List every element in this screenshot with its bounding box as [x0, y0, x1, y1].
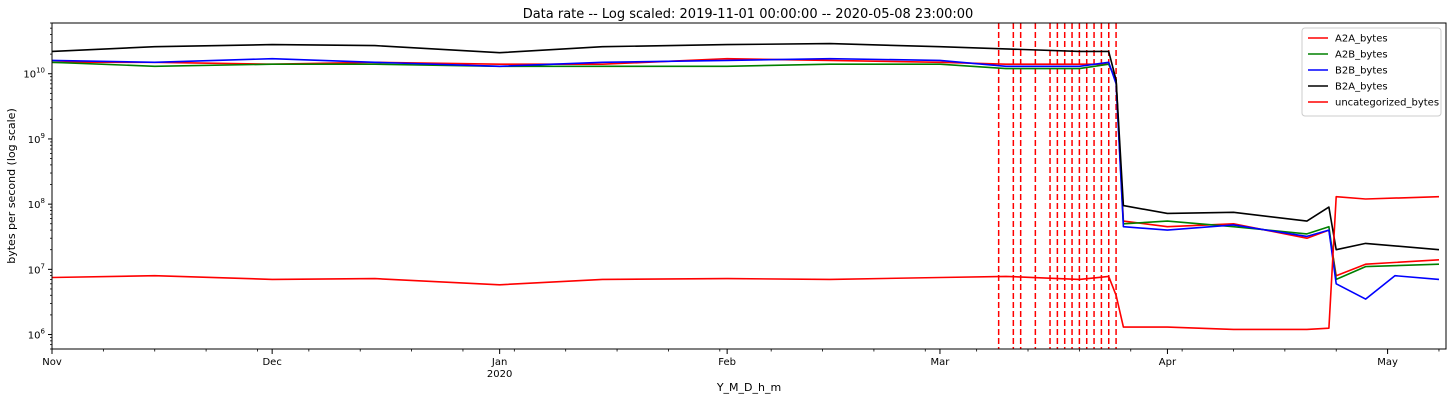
- x-tick-label: Dec: [262, 357, 281, 368]
- x-tick-sublabel: 2020: [487, 369, 512, 380]
- x-tick-label: Jan: [491, 357, 507, 368]
- x-tick-label: Nov: [42, 357, 62, 368]
- chart-title: Data rate -- Log scaled: 2019-11-01 00:0…: [523, 7, 974, 22]
- event-markers: [997, 23, 1117, 349]
- series-line-B2B_bytes: [51, 57, 1440, 300]
- legend: A2A_bytes A2B_bytes B2B_bytes B2A_bytesunca…: [1301, 27, 1442, 117]
- series-line-uncategorized_bytes: [51, 195, 1440, 331]
- y-axis-label: bytes per second (log scale): [5, 108, 18, 264]
- x-axis-label: Y_M_D_h_m: [716, 381, 781, 394]
- series-line-A2B_bytes: [51, 61, 1440, 281]
- legend-label: B2A_bytes: [1335, 82, 1388, 93]
- x-tick-label: May: [1377, 357, 1398, 368]
- legend-label: A2A_bytes: [1335, 34, 1388, 45]
- legend-box: [1301, 27, 1442, 117]
- x-tick-label: Mar: [931, 357, 951, 368]
- x-tick-label: Apr: [1159, 357, 1177, 368]
- y-tick-label: 109: [28, 132, 45, 146]
- legend-label: B2B_bytes: [1335, 66, 1388, 77]
- x-tick-label: Feb: [718, 357, 736, 368]
- y-tick-label: 1010: [23, 67, 45, 81]
- series-line-A2A_bytes: [52, 57, 1440, 277]
- y-tick-label: 106: [28, 328, 46, 342]
- legend-label: A2B_bytes: [1335, 50, 1388, 61]
- y-axis: 106 107 108 109 1010: [23, 22, 52, 350]
- legend-label: uncategorized_bytes: [1335, 98, 1439, 109]
- series-line-B2A_bytes: [51, 42, 1440, 251]
- plot-area: [51, 22, 1447, 350]
- y-tick-label: 107: [28, 262, 45, 276]
- series-lines: [51, 42, 1440, 331]
- y-tick-label: 108: [28, 197, 45, 211]
